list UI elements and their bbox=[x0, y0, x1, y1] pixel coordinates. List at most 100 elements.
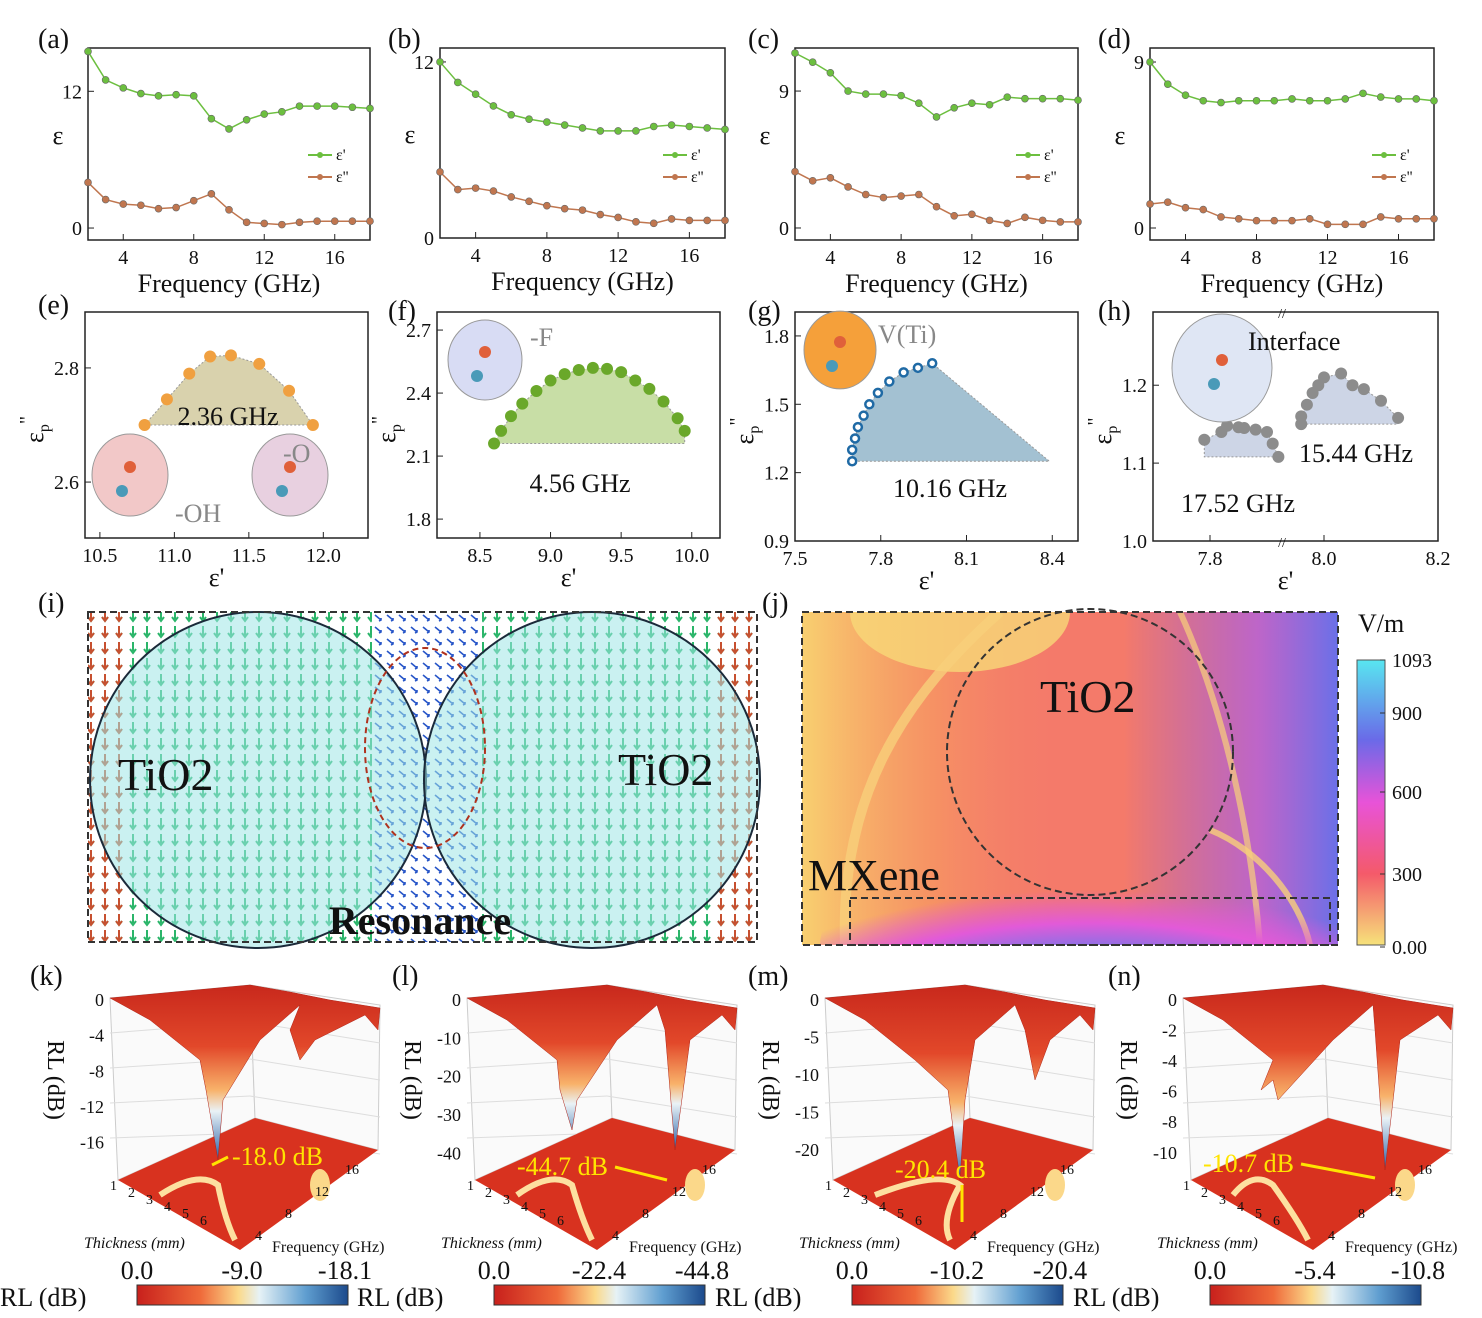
thickness-tick-label: 5 bbox=[897, 1207, 904, 1222]
frequency-tick-label: 8 bbox=[642, 1207, 649, 1222]
frequency-annotation: 17.52 GHz bbox=[1181, 489, 1295, 518]
data-point bbox=[1270, 96, 1279, 105]
data-point bbox=[471, 90, 480, 99]
axis-break-mark: // bbox=[1278, 536, 1286, 551]
x-tick-label: 8 bbox=[189, 247, 199, 269]
data-point bbox=[1181, 91, 1190, 100]
colorbar-tick-label: -5.4 bbox=[1294, 1256, 1335, 1285]
atom-icon bbox=[471, 370, 483, 382]
frequency-axis-label: Frequency (GHz) bbox=[987, 1239, 1099, 1256]
data-point bbox=[1003, 93, 1012, 101]
thickness-tick-label: 5 bbox=[182, 1207, 189, 1222]
series-line bbox=[794, 52, 1079, 118]
panel-label: (g) bbox=[748, 296, 781, 327]
data-point bbox=[864, 399, 875, 410]
data-point bbox=[846, 455, 858, 467]
data-point bbox=[1323, 96, 1332, 105]
frequency-tick-label: 12 bbox=[672, 1185, 686, 1200]
data-point bbox=[242, 218, 251, 227]
data-point bbox=[1146, 58, 1154, 66]
colorbar-tick-label: -44.8 bbox=[675, 1256, 729, 1285]
data-point bbox=[495, 424, 508, 437]
y-tick-label: 2.6 bbox=[54, 472, 79, 494]
y-tick-label: 9 bbox=[779, 81, 789, 103]
legend-marker bbox=[317, 174, 323, 180]
frequency-tick-label: 8 bbox=[285, 1207, 292, 1222]
panel-label: (l) bbox=[392, 961, 418, 992]
data-point bbox=[578, 124, 587, 132]
data-point bbox=[1266, 437, 1279, 450]
rl-colorbar bbox=[1209, 1284, 1422, 1306]
thickness-tick-label: 1 bbox=[110, 1179, 117, 1194]
atom-icon bbox=[834, 336, 846, 348]
atom-icon bbox=[1208, 378, 1220, 390]
data-point bbox=[858, 410, 869, 421]
colorbar-label: RL (dB) bbox=[0, 1283, 86, 1312]
data-point bbox=[879, 90, 888, 98]
data-point bbox=[530, 384, 543, 397]
x-tick-label: 4 bbox=[825, 247, 835, 269]
data-point bbox=[119, 200, 128, 208]
data-point bbox=[1394, 214, 1403, 223]
data-point bbox=[872, 387, 884, 399]
thickness-tick-label: 4 bbox=[1237, 1200, 1244, 1215]
frequency-tick-label: 8 bbox=[1000, 1207, 1007, 1222]
data-point bbox=[278, 220, 286, 229]
data-point bbox=[225, 125, 233, 133]
data-point bbox=[306, 419, 319, 431]
x-tick-label: 12 bbox=[254, 247, 274, 269]
data-point bbox=[489, 102, 498, 110]
data-point bbox=[1003, 219, 1012, 228]
panel-label: (m) bbox=[748, 961, 788, 992]
thickness-tick-label: 3 bbox=[503, 1193, 510, 1208]
panel-label: (e) bbox=[38, 290, 69, 321]
plot-frame bbox=[436, 311, 721, 539]
y-tick-label: 1.8 bbox=[406, 509, 431, 531]
contour-band bbox=[1045, 1169, 1065, 1201]
data-point bbox=[253, 357, 266, 370]
resonance-label: Resonance bbox=[329, 898, 511, 943]
legend-label: ε'' bbox=[336, 169, 349, 186]
data-point bbox=[1199, 96, 1208, 105]
z-axis-label: RL (dB) bbox=[1115, 1040, 1141, 1120]
x-tick-label: 11.0 bbox=[157, 545, 191, 567]
data-point bbox=[844, 183, 852, 191]
colorbar-tick-label: -20.4 bbox=[1033, 1256, 1087, 1285]
data-point bbox=[657, 395, 670, 408]
series-line bbox=[794, 171, 1078, 225]
y-axis-label: ε bbox=[405, 120, 416, 149]
thickness-axis-label: Thickness (mm) bbox=[1157, 1235, 1258, 1252]
data-point bbox=[861, 90, 870, 98]
series-line bbox=[439, 61, 726, 132]
thickness-tick-label: 4 bbox=[164, 1200, 171, 1215]
data-point bbox=[1335, 367, 1348, 380]
panel-i-frame bbox=[87, 611, 758, 943]
data-point bbox=[1249, 423, 1262, 436]
data-point bbox=[926, 358, 938, 369]
data-point bbox=[1359, 89, 1367, 98]
annotation-arrow bbox=[1300, 1162, 1376, 1180]
min-rl-annotation: -18.0 dB bbox=[232, 1142, 323, 1171]
data-point bbox=[1272, 450, 1285, 463]
chart-panel-e: 10.5 11.0 11.5 12.0 2.6 2.8 ε' εp" -OH -O2.36 GHz bbox=[16, 311, 369, 592]
colorbar-tick-label: 0.0 bbox=[836, 1256, 869, 1285]
tio2-particle-right bbox=[423, 611, 761, 949]
y-axis-label: ε bbox=[53, 121, 64, 150]
data-point bbox=[586, 361, 599, 374]
data-point bbox=[183, 367, 196, 380]
data-point bbox=[932, 202, 941, 211]
data-point bbox=[1252, 96, 1261, 105]
x-tick-label: 8.4 bbox=[1040, 548, 1065, 570]
panel-label: (f) bbox=[388, 296, 416, 327]
data-point bbox=[543, 201, 551, 210]
data-point bbox=[560, 204, 569, 213]
data-point bbox=[1198, 433, 1211, 446]
data-point bbox=[207, 190, 216, 198]
data-point bbox=[260, 219, 269, 228]
x-tick-label: 12.0 bbox=[306, 545, 341, 567]
data-point bbox=[1181, 203, 1190, 212]
panel-label: (i) bbox=[38, 588, 64, 619]
